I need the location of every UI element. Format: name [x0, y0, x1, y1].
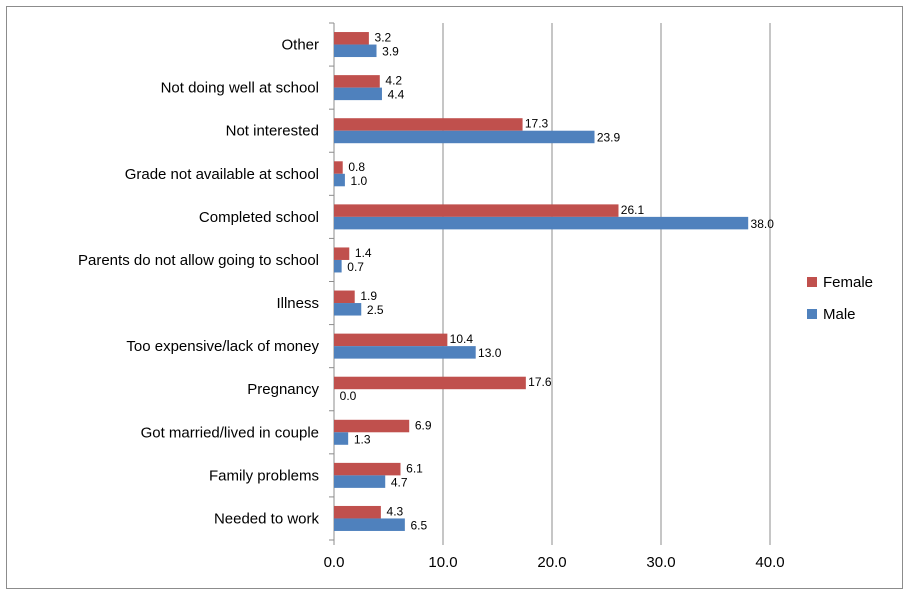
bar-male — [334, 475, 386, 488]
data-label-male: 3.9 — [382, 45, 399, 59]
bar-female — [334, 462, 401, 476]
bar-female — [334, 376, 526, 390]
bar-male — [334, 432, 349, 445]
data-label-female: 26.1 — [621, 203, 645, 217]
data-label-male: 2.5 — [367, 303, 384, 317]
category-label: Too expensive/lack of money — [126, 338, 319, 355]
data-label-male: 4.4 — [388, 88, 405, 102]
bar-male — [334, 173, 345, 187]
category-label: Grade not available at school — [125, 166, 319, 183]
data-label-male: 23.9 — [597, 131, 621, 145]
legend-swatch-male — [807, 309, 817, 319]
bar-female — [334, 247, 350, 260]
data-label-male: 0.7 — [347, 260, 364, 274]
bar-female — [334, 32, 369, 45]
bar-female — [334, 118, 523, 131]
data-label-male: 4.7 — [391, 475, 408, 489]
data-label-male: 1.3 — [354, 432, 371, 446]
data-label-male: 38.0 — [751, 217, 775, 231]
bar-male — [334, 259, 342, 273]
bar-male — [334, 216, 749, 230]
bar-male — [334, 44, 377, 58]
category-label: Not doing well at school — [161, 80, 319, 97]
category-label: Completed school — [199, 209, 319, 226]
data-label-female: 17.6 — [528, 375, 552, 389]
data-label-male: 1.0 — [351, 174, 368, 188]
chart-frame — [6, 6, 903, 589]
data-label-male: 13.0 — [478, 346, 502, 360]
x-tick-label: 20.0 — [537, 554, 566, 571]
legend-label-female: Female — [823, 274, 873, 291]
data-label-female: 1.4 — [355, 246, 372, 260]
data-label-female: 17.3 — [525, 117, 549, 131]
category-label: Needed to work — [214, 510, 320, 527]
category-label: Illness — [276, 295, 319, 312]
data-label-female: 6.1 — [406, 461, 423, 475]
bar-male — [334, 518, 405, 531]
category-label: Other — [281, 37, 319, 54]
category-label: Not interested — [226, 123, 319, 140]
bar-female — [334, 161, 343, 174]
category-label: Parents do not allow going to school — [78, 252, 319, 269]
x-tick-label: 10.0 — [428, 554, 457, 571]
bar-female — [334, 333, 448, 347]
category-label: Pregnancy — [247, 381, 319, 398]
legend-swatch-female — [807, 277, 817, 287]
bar-female — [334, 505, 381, 519]
bar-female — [334, 419, 410, 433]
data-label-male: 0.0 — [340, 389, 357, 403]
legend-label-male: Male — [823, 306, 856, 323]
data-label-female: 3.2 — [375, 31, 392, 45]
category-label: Got married/lived in couple — [141, 424, 319, 441]
bar-male — [334, 87, 382, 101]
bar-male — [334, 130, 595, 144]
bar-female — [334, 290, 355, 304]
data-label-female: 10.4 — [450, 332, 474, 346]
data-label-female: 4.2 — [385, 74, 402, 88]
data-label-female: 4.3 — [387, 504, 404, 518]
data-label-female: 0.8 — [348, 160, 365, 174]
x-tick-label: 0.0 — [324, 554, 345, 571]
data-label-female: 6.9 — [415, 418, 432, 432]
bar-female — [334, 204, 619, 217]
x-tick-label: 40.0 — [755, 554, 784, 571]
bar-male — [334, 346, 476, 359]
data-label-male: 6.5 — [411, 518, 428, 532]
category-label: Family problems — [209, 467, 319, 484]
data-label-female: 1.9 — [360, 289, 377, 303]
bar-female — [334, 75, 380, 88]
bar-male — [334, 303, 362, 316]
x-tick-label: 30.0 — [646, 554, 675, 571]
